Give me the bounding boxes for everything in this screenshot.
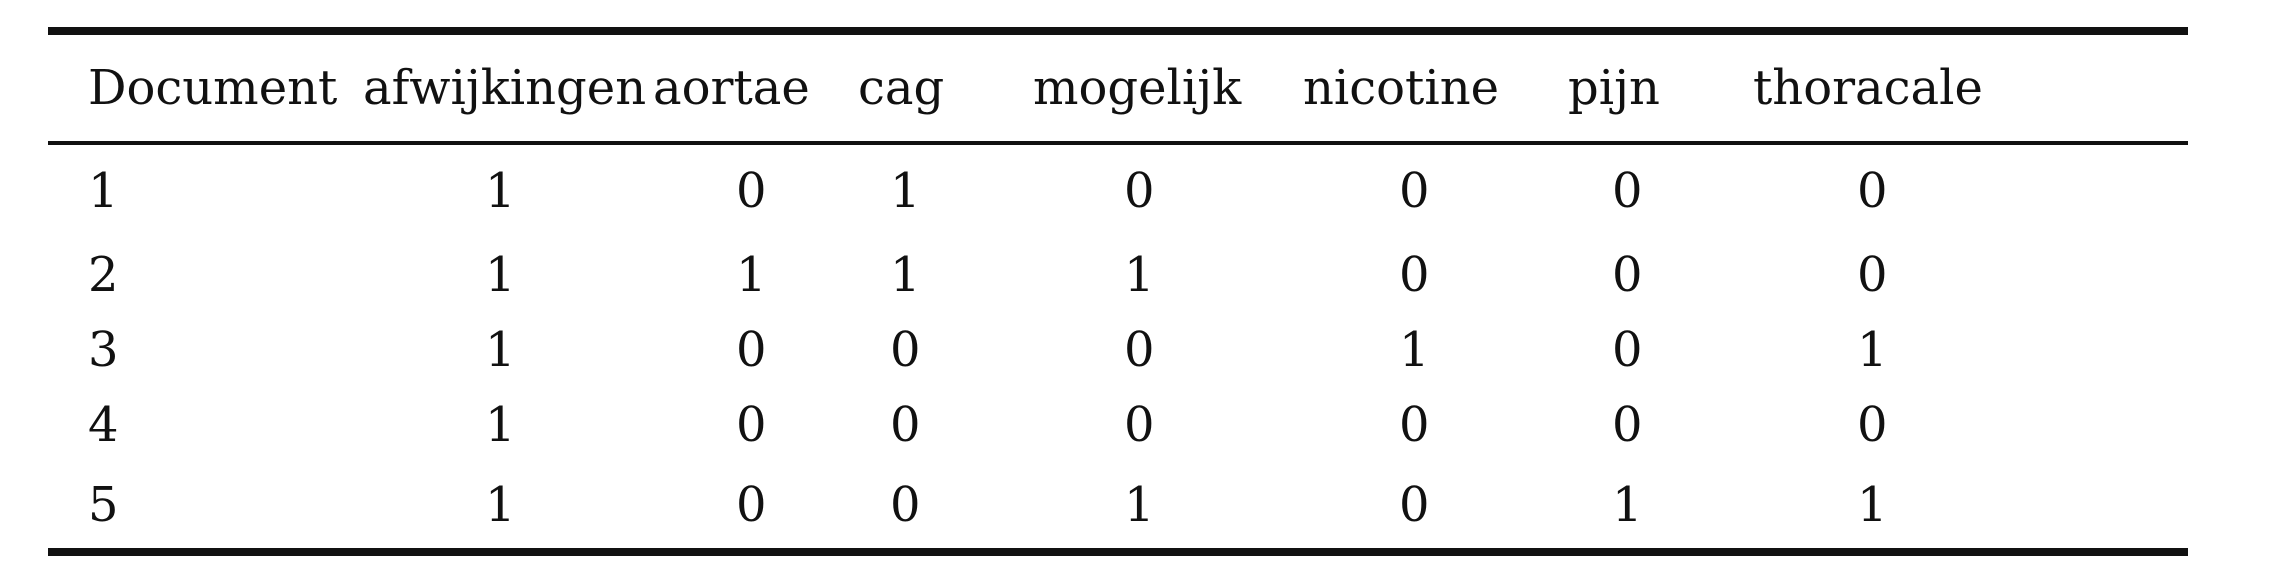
cell-thoracale: 0 [1857, 396, 1888, 453]
cell-afwijkingen: 1 [485, 477, 516, 533]
table-body: 1 1 0 1 0 0 0 0 2 1 1 1 1 0 0 0 3 1 0 0 … [48, 145, 2188, 548]
cell-cag: 0 [890, 396, 921, 453]
table-row: 2 1 1 1 1 0 0 0 [48, 237, 2188, 312]
cell-afwijkingen: 1 [485, 246, 516, 303]
cell-nicotine: 0 [1399, 246, 1430, 303]
cell-thoracale: 1 [1857, 477, 1888, 533]
cell-nicotine: 1 [1399, 321, 1430, 378]
table-row: 4 1 0 0 0 0 0 0 [48, 387, 2188, 462]
column-header-pijn: pijn [1568, 60, 1660, 116]
cell-pijn: 0 [1612, 163, 1643, 219]
cell-document: 5 [88, 477, 119, 533]
header-rule [48, 141, 2188, 145]
table-row: 3 1 0 0 0 1 0 1 [48, 312, 2188, 387]
cell-document: 4 [88, 396, 119, 453]
cell-afwijkingen: 1 [485, 396, 516, 453]
cell-aortae: 0 [736, 396, 767, 453]
cell-thoracale: 0 [1857, 246, 1888, 303]
column-header-document: Document [88, 60, 338, 116]
cell-cag: 0 [890, 321, 921, 378]
column-header-cag: cag [858, 60, 945, 116]
column-header-thoracale: thoracale [1753, 60, 1983, 116]
cell-pijn: 1 [1612, 477, 1643, 533]
cell-cag: 1 [890, 163, 921, 219]
cell-afwijkingen: 1 [485, 321, 516, 378]
cell-mogelijk: 0 [1124, 321, 1155, 378]
cell-pijn: 0 [1612, 396, 1643, 453]
cell-aortae: 0 [736, 477, 767, 533]
table-row: 1 1 0 1 0 0 0 0 [48, 145, 2188, 237]
cell-cag: 1 [890, 246, 921, 303]
cell-mogelijk: 0 [1124, 163, 1155, 219]
header-row: Document afwijkingen aortae cag mogelijk… [48, 35, 2188, 141]
cell-mogelijk: 1 [1124, 246, 1155, 303]
column-header-mogelijk: mogelijk [1033, 60, 1242, 116]
column-header-aortae: aortae [653, 60, 810, 116]
cell-aortae: 1 [736, 246, 767, 303]
cell-document: 3 [88, 321, 119, 378]
table-row: 5 1 0 0 1 0 1 1 [48, 462, 2188, 548]
cell-nicotine: 0 [1399, 163, 1430, 219]
table-header: Document afwijkingen aortae cag mogelijk… [48, 35, 2188, 141]
column-header-nicotine: nicotine [1303, 60, 1500, 116]
cell-document: 1 [88, 163, 119, 219]
cell-afwijkingen: 1 [485, 163, 516, 219]
document-term-table: Document afwijkingen aortae cag mogelijk… [48, 27, 2188, 556]
cell-mogelijk: 1 [1124, 477, 1155, 533]
column-header-afwijkingen: afwijkingen [363, 60, 647, 116]
bottom-rule [48, 548, 2188, 556]
cell-document: 2 [88, 246, 119, 303]
top-rule [48, 27, 2188, 35]
cell-nicotine: 0 [1399, 477, 1430, 533]
cell-thoracale: 0 [1857, 163, 1888, 219]
cell-aortae: 0 [736, 163, 767, 219]
cell-pijn: 0 [1612, 321, 1643, 378]
cell-cag: 0 [890, 477, 921, 533]
cell-pijn: 0 [1612, 246, 1643, 303]
cell-nicotine: 0 [1399, 396, 1430, 453]
cell-aortae: 0 [736, 321, 767, 378]
cell-mogelijk: 0 [1124, 396, 1155, 453]
cell-thoracale: 1 [1857, 321, 1888, 378]
